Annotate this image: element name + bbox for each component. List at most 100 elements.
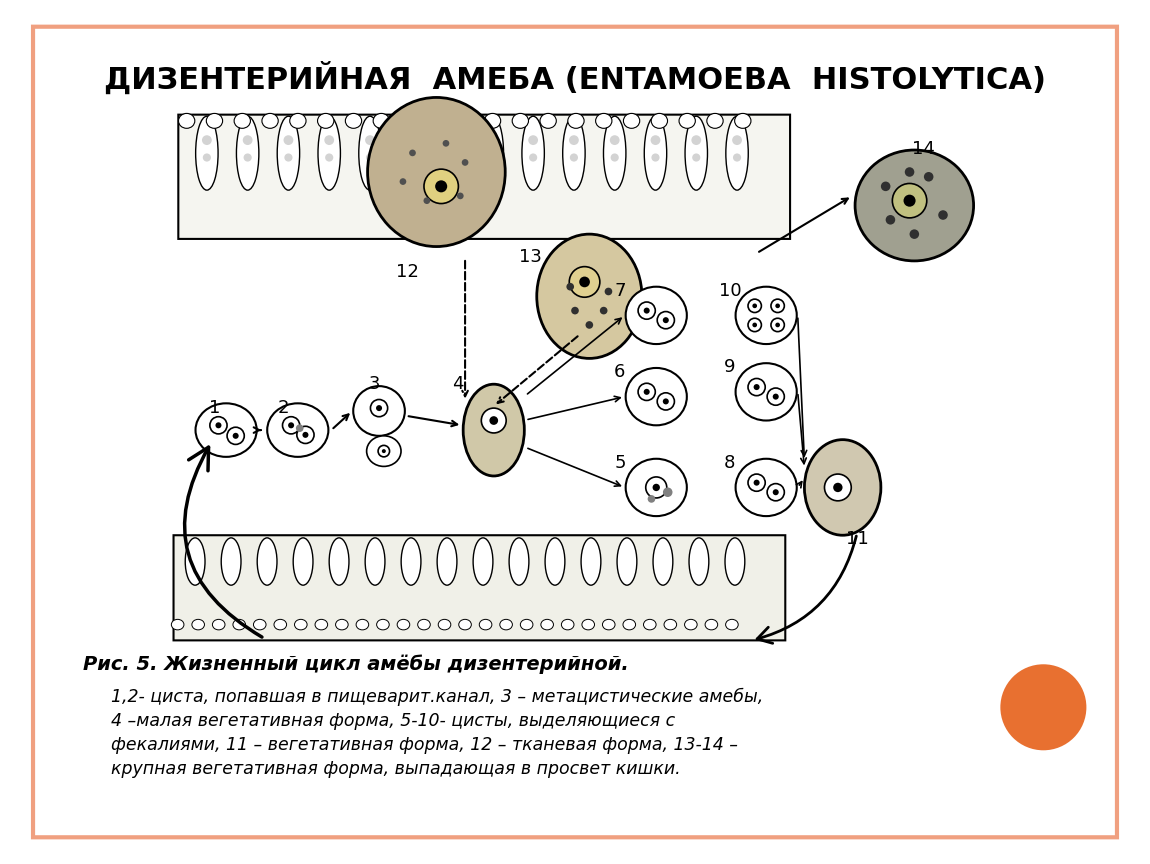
Circle shape (775, 303, 780, 308)
Circle shape (748, 299, 761, 313)
Text: 10: 10 (719, 282, 741, 300)
Circle shape (1000, 664, 1087, 750)
Circle shape (490, 416, 498, 425)
Text: 2: 2 (277, 398, 289, 416)
Circle shape (770, 318, 784, 332)
Circle shape (462, 159, 468, 166)
FancyBboxPatch shape (174, 535, 785, 640)
Ellipse shape (581, 538, 600, 585)
Ellipse shape (651, 113, 667, 129)
Circle shape (407, 154, 415, 162)
Circle shape (424, 169, 459, 204)
FancyBboxPatch shape (178, 115, 790, 239)
Text: 14: 14 (912, 141, 935, 158)
Ellipse shape (473, 538, 493, 585)
Text: 8: 8 (724, 454, 736, 472)
Circle shape (289, 422, 294, 429)
Ellipse shape (353, 386, 405, 435)
Circle shape (447, 154, 455, 162)
Ellipse shape (626, 287, 687, 344)
Ellipse shape (689, 538, 708, 585)
Circle shape (638, 384, 655, 400)
Circle shape (580, 276, 590, 288)
Ellipse shape (540, 619, 553, 630)
Text: фекалиями, 11 – вегетативная форма, 12 – тканевая форма, 13-14 –: фекалиями, 11 – вегетативная форма, 12 –… (112, 736, 738, 754)
Ellipse shape (397, 619, 409, 630)
Ellipse shape (626, 459, 687, 516)
Ellipse shape (367, 435, 401, 467)
Circle shape (910, 229, 919, 239)
Circle shape (644, 308, 650, 314)
Ellipse shape (705, 619, 718, 630)
Ellipse shape (856, 150, 974, 261)
Ellipse shape (192, 619, 205, 630)
Ellipse shape (463, 384, 524, 476)
Ellipse shape (545, 538, 565, 585)
Circle shape (753, 384, 760, 390)
Circle shape (644, 389, 650, 395)
Ellipse shape (736, 287, 797, 344)
Circle shape (605, 288, 612, 295)
Ellipse shape (237, 116, 259, 190)
Circle shape (365, 136, 375, 145)
Circle shape (376, 405, 382, 411)
Ellipse shape (604, 116, 626, 190)
Ellipse shape (540, 113, 557, 129)
Circle shape (202, 136, 212, 145)
Circle shape (938, 210, 948, 219)
Ellipse shape (653, 538, 673, 585)
Ellipse shape (736, 459, 797, 516)
Ellipse shape (171, 619, 184, 630)
Ellipse shape (678, 113, 696, 129)
Ellipse shape (735, 113, 751, 129)
Ellipse shape (359, 116, 381, 190)
Text: крупная вегетативная форма, выпадающая в просвет кишки.: крупная вегетативная форма, выпадающая в… (112, 759, 681, 778)
Circle shape (825, 474, 851, 501)
Ellipse shape (345, 113, 361, 129)
Circle shape (773, 489, 779, 495)
Text: 12: 12 (397, 263, 419, 281)
Text: 5: 5 (614, 454, 626, 472)
Circle shape (638, 302, 655, 319)
Ellipse shape (213, 619, 225, 630)
Text: 4: 4 (452, 375, 463, 392)
Circle shape (886, 215, 895, 225)
Circle shape (662, 317, 669, 323)
Circle shape (657, 312, 674, 329)
Circle shape (457, 193, 463, 200)
Ellipse shape (258, 538, 277, 585)
Ellipse shape (399, 116, 422, 190)
Ellipse shape (438, 619, 451, 630)
Ellipse shape (221, 538, 242, 585)
Circle shape (652, 484, 660, 491)
Circle shape (232, 433, 239, 439)
Circle shape (406, 136, 415, 145)
Ellipse shape (707, 113, 723, 129)
Ellipse shape (484, 113, 500, 129)
Circle shape (528, 136, 538, 145)
Circle shape (923, 172, 934, 181)
Circle shape (657, 393, 674, 410)
Ellipse shape (401, 113, 417, 129)
Ellipse shape (522, 116, 544, 190)
Ellipse shape (277, 116, 300, 190)
Circle shape (775, 322, 780, 327)
Circle shape (215, 422, 222, 429)
Ellipse shape (196, 116, 218, 190)
Circle shape (244, 154, 252, 162)
Ellipse shape (726, 619, 738, 630)
Circle shape (529, 154, 537, 162)
Ellipse shape (685, 116, 707, 190)
Circle shape (881, 181, 890, 191)
Ellipse shape (724, 538, 745, 585)
Text: 9: 9 (724, 359, 736, 377)
Circle shape (662, 398, 669, 404)
Ellipse shape (329, 538, 348, 585)
Ellipse shape (319, 116, 340, 190)
Circle shape (834, 483, 843, 492)
Circle shape (378, 445, 390, 457)
Circle shape (567, 283, 574, 290)
Ellipse shape (736, 363, 797, 421)
Ellipse shape (664, 619, 676, 630)
Ellipse shape (644, 116, 667, 190)
